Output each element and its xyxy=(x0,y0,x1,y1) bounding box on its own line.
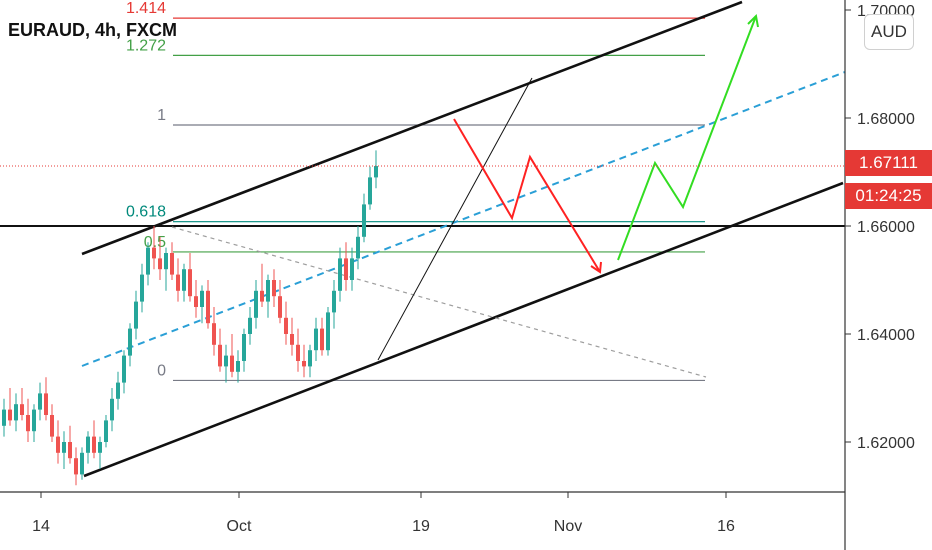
countdown-badge: 01:24:25 xyxy=(845,183,932,209)
candle-body xyxy=(272,280,276,297)
fib-level-label: 0.618 xyxy=(126,204,166,221)
candle-body xyxy=(182,269,186,291)
candle-body xyxy=(248,317,252,334)
candle-body xyxy=(368,177,372,205)
candle-body xyxy=(284,317,288,334)
plot-background xyxy=(0,0,845,492)
candle-body xyxy=(350,258,354,280)
price-axis-background xyxy=(845,0,932,550)
bearish-scenario-arrow[interactable] xyxy=(453,118,601,273)
candle-body xyxy=(260,290,264,302)
date-tick-label: 16 xyxy=(717,518,735,535)
price-tick-label: 1.68000 xyxy=(857,111,915,128)
candlesticks xyxy=(2,150,378,486)
price-tick-label: 1.62000 xyxy=(857,435,915,452)
price-tick-label: 1.66000 xyxy=(857,219,915,236)
candle-body xyxy=(146,247,150,275)
candle-body xyxy=(242,334,246,361)
candle-body xyxy=(362,204,366,237)
candle-body xyxy=(200,290,204,307)
candle-body xyxy=(188,269,192,297)
candle-body xyxy=(140,274,144,302)
candle-body xyxy=(338,258,342,291)
candle-body xyxy=(116,382,120,399)
channel-upper-line[interactable] xyxy=(81,0,743,256)
candle-body xyxy=(296,344,300,361)
fib-level-label: 0.5 xyxy=(144,234,166,251)
fib-level-label: 1.414 xyxy=(126,0,166,17)
candle-body xyxy=(224,355,228,367)
last-price-badge: 1.67111 xyxy=(845,150,932,176)
candle-body xyxy=(290,334,294,345)
date-tick-label: 14 xyxy=(32,518,50,535)
candle-body xyxy=(50,415,54,437)
candle-body xyxy=(128,328,132,356)
bullish-scenario-arrow[interactable] xyxy=(617,15,757,261)
date-tick-label: Oct xyxy=(227,518,252,535)
candle-body xyxy=(104,420,108,442)
candle-body xyxy=(194,296,198,307)
candle-body xyxy=(236,361,240,372)
price-tick-label: 1.64000 xyxy=(857,327,915,344)
fib-level-label: 1.272 xyxy=(126,37,166,54)
candle-body xyxy=(38,393,42,410)
candle-body xyxy=(32,409,36,432)
candle-body xyxy=(134,301,138,329)
candle-body xyxy=(152,247,156,259)
channel-lower-line[interactable] xyxy=(83,181,844,478)
candle-body xyxy=(302,361,306,367)
candle-body xyxy=(218,344,222,367)
time-axis[interactable]: 14 Oct 19 Nov 16 xyxy=(32,492,735,535)
candle-body xyxy=(344,258,348,280)
candle-body xyxy=(74,458,78,475)
candle-body xyxy=(254,290,258,318)
candle-body xyxy=(44,393,48,415)
candle-body xyxy=(308,350,312,367)
date-tick-label: Nov xyxy=(554,518,582,535)
candle-body xyxy=(92,436,96,453)
candle-body xyxy=(86,436,90,453)
bullish-arrowhead xyxy=(747,13,759,28)
candle-body xyxy=(170,253,174,275)
impulse-leg-line[interactable] xyxy=(377,77,533,361)
candle-body xyxy=(14,404,18,421)
fibonacci-retracement[interactable]: 1.414 1.272 1 0.618 0.5 0 xyxy=(126,0,705,382)
candle-body xyxy=(326,312,330,351)
candle-body xyxy=(230,355,234,372)
candle-body xyxy=(122,355,126,383)
date-tick-label: 19 xyxy=(412,518,430,535)
symbol-title: EURAUD, 4h, FXCM xyxy=(8,20,178,40)
candle-body xyxy=(62,442,66,453)
candle-body xyxy=(80,452,84,475)
candle-body xyxy=(26,415,30,432)
candle-body xyxy=(320,328,324,351)
candle-body xyxy=(8,409,12,421)
candle-body xyxy=(314,328,318,351)
candle-body xyxy=(356,236,360,259)
candle-body xyxy=(176,274,180,291)
fib-level-label: 0 xyxy=(157,362,166,379)
candle-body xyxy=(212,323,216,345)
currency-button[interactable]: AUD xyxy=(864,14,914,50)
candle-body xyxy=(374,166,378,178)
candle-body xyxy=(158,258,162,270)
candle-body xyxy=(20,404,24,415)
candle-body xyxy=(164,253,168,270)
candle-body xyxy=(110,398,114,421)
fib-level-label: 1 xyxy=(157,107,166,124)
bearish-arrowhead xyxy=(590,261,602,274)
candle-body xyxy=(206,290,210,324)
candle-body xyxy=(266,280,270,302)
candle-body xyxy=(68,442,72,459)
candle-body xyxy=(56,436,60,453)
candle-body xyxy=(2,409,6,426)
candle-body xyxy=(98,442,102,453)
candle-body xyxy=(278,296,282,318)
candle-body xyxy=(332,290,336,313)
